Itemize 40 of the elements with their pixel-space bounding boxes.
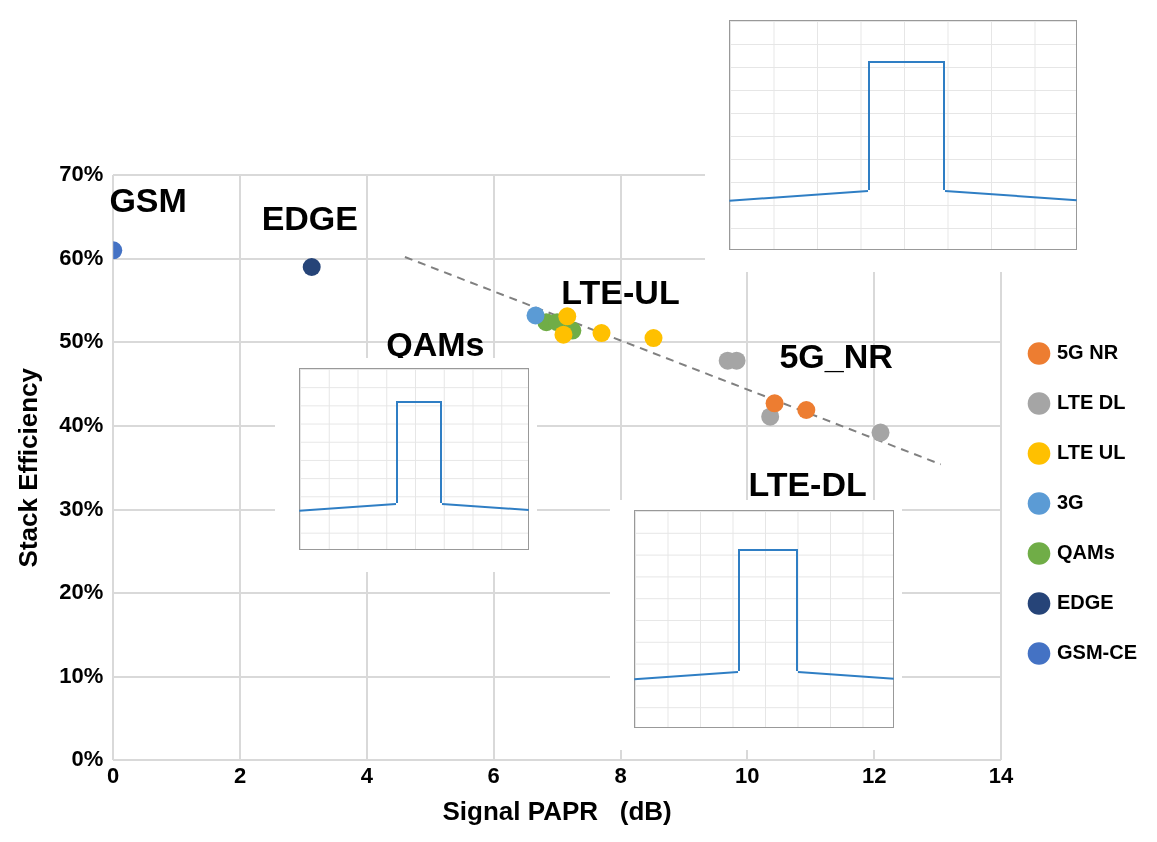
x-axis-title: Signal PAPR (dB) [442,795,672,826]
x-tick-label: 6 [487,762,500,788]
y-tick-label: 70% [59,161,104,187]
legend-label: LTE UL [1057,441,1126,464]
point [526,306,545,325]
y-tick-label: 20% [59,579,104,605]
x-tick-label: 2 [233,762,247,788]
y-axis-title: Stack Efficiency [12,367,43,568]
x-tick-label: 0 [107,762,120,788]
annotation: LTE-UL [561,272,680,311]
point [302,257,321,276]
legend-label: QAMs [1057,541,1115,564]
point [592,324,611,343]
legend-label: EDGE [1057,591,1114,614]
point [765,394,784,413]
y-tick-label: 50% [59,328,104,354]
y-tick-label: 60% [59,244,104,270]
y-tick-label: 30% [59,495,104,521]
point [558,307,577,326]
point [644,329,663,348]
y-tick-label: 0% [71,746,104,772]
x-tick-label: 10 [735,762,760,788]
legend-label: GSM-CE [1057,641,1137,664]
annotation: QAMs [386,324,485,363]
annotation: GSM [109,180,187,219]
x-tick-label: 14 [988,762,1014,788]
y-tick-label: 10% [59,662,104,688]
legend-label: 3G [1057,491,1084,514]
x-tick-label: 4 [360,762,374,788]
annotation: EDGE [261,199,358,238]
x-tick-label: 8 [614,762,627,788]
annotation: 5G_NR [779,337,893,376]
x-tick-label: 12 [861,762,887,788]
legend-label: LTE DL [1057,391,1126,414]
point [871,423,890,442]
annotation: LTE-DL [748,465,867,504]
y-tick-label: 40% [59,411,104,437]
point [797,401,816,419]
point [554,325,573,344]
legend-label: 5G NR [1057,341,1119,364]
